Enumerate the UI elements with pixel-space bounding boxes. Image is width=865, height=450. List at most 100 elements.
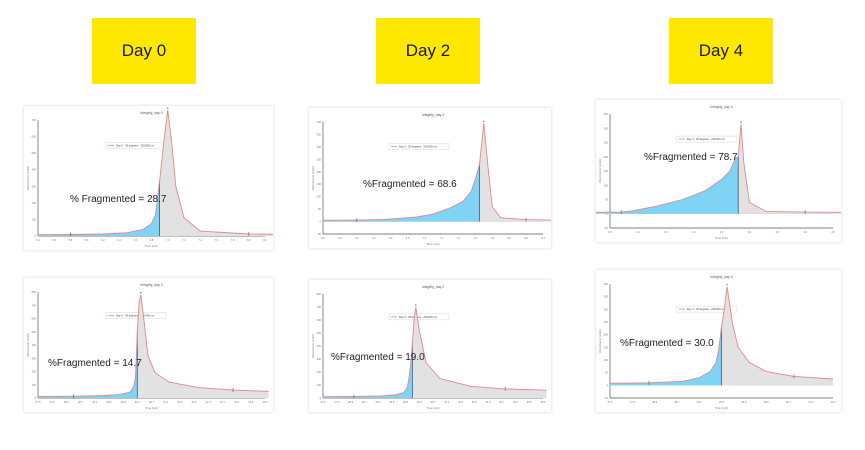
y-tick-label: 600 xyxy=(32,135,37,139)
y-tick-label: 200 xyxy=(32,201,37,205)
x-tick-label: 30.3 xyxy=(764,400,770,404)
x-tick-label: 0.5 xyxy=(608,230,612,234)
day-label-2: Day 2 xyxy=(376,18,480,84)
x-tick-label: 27.5 xyxy=(320,400,326,404)
x-tick-label: 27.9 xyxy=(334,400,340,404)
x-tick-label: 27.5 xyxy=(35,400,41,404)
x-tick-label: 31.5 xyxy=(177,400,183,404)
x-tick-label: 5.8 xyxy=(321,236,325,240)
chart-svg: 27.5 27.9 28.3 28.7 29.1 29.5 29.9 30.3 30.7 31.1… xyxy=(598,275,836,410)
x-tick-label: 6.8 xyxy=(150,238,154,242)
x-tick-label: 31.5 xyxy=(458,400,464,404)
y-tick-label: 400 xyxy=(32,343,37,347)
y-tick-label: 250 xyxy=(317,157,322,161)
x-tick-label: 31.9 xyxy=(472,400,478,404)
x-tick-label: 29.5 xyxy=(389,400,395,404)
fragment-area xyxy=(38,181,160,236)
y-tick-label: -50 xyxy=(604,226,608,230)
chart-title: Integrity_day 0 xyxy=(140,111,162,115)
chart-title: Integrity_day 4 xyxy=(710,105,732,109)
x-axis-label: Time (min) xyxy=(145,244,158,248)
x-tick-label: 29.1 xyxy=(375,400,381,404)
y-tick-label: 300 xyxy=(604,126,609,130)
legend-box xyxy=(676,135,738,143)
y-axis-label: Absorbance (mAU) xyxy=(598,329,602,353)
chart-svg: 5.8 6.0 6.2 6.4 6.6 6.8 7.0 7.2 7.4 7.6 7.8 8.0 8.2 8… xyxy=(311,113,551,246)
x-tick-label: 32.3 xyxy=(206,400,212,404)
chromatogram-day2-bottom: 27.5 27.9 28.3 28.7 29.1 29.5 29.9 30.3 30.7 31.1… xyxy=(309,280,551,412)
x-tick-label: 29.9 xyxy=(741,400,747,404)
y-tick-label: 300 xyxy=(32,184,37,188)
main-peak-area xyxy=(479,123,551,222)
x-tick-label: 7.0 xyxy=(166,238,170,242)
trace-line xyxy=(37,294,269,397)
fragmented-label: %Fragmented = 78.7 xyxy=(644,152,738,163)
x-tick-label: 33.1 xyxy=(234,400,240,404)
x-tick-label: 31.5 xyxy=(830,400,836,404)
legend-box xyxy=(388,313,450,321)
x-tick-label: 27.5 xyxy=(607,400,613,404)
y-axis-label: Absorbance (mAU) xyxy=(311,334,315,358)
legend-box xyxy=(105,312,167,319)
x-tick-label: 29.9 xyxy=(121,400,127,404)
main-peak-area xyxy=(412,307,547,398)
peak-marker xyxy=(140,291,142,294)
y-tick-label: 50 xyxy=(605,371,608,375)
x-tick-label: 5.6 xyxy=(52,238,56,242)
x-tick-label: 8.2 xyxy=(524,236,528,240)
y-tick-label: 300 xyxy=(317,145,322,149)
x-tick-label: 2.5 xyxy=(720,230,724,234)
trace-line xyxy=(322,306,547,398)
x-tick-label: 30.3 xyxy=(135,400,141,404)
y-tick-label: 400 xyxy=(317,344,322,348)
legend-label: Day 0 - 35 degrees - 220/260 nm xyxy=(116,144,154,148)
x-tick-label: 3.0 xyxy=(748,230,752,234)
legend-label: Day 4 - 35 degrees - 220/260 nm xyxy=(687,137,725,141)
x-tick-label: 28.7 xyxy=(362,400,368,404)
y-tick-label: 400 xyxy=(317,120,322,124)
y-tick-label: 200 xyxy=(604,333,609,337)
main-peak-area xyxy=(159,110,273,236)
x-tick-label: 31.1 xyxy=(444,400,450,404)
y-tick-label: 500 xyxy=(32,151,37,155)
x-tick-label: 28.7 xyxy=(78,400,84,404)
chart-title: Integrity_day 0 xyxy=(140,283,162,287)
trace-line xyxy=(322,123,551,221)
y-tick-label: 400 xyxy=(32,168,37,172)
y-axis-label: Absorbance (mAU) xyxy=(598,159,602,183)
x-tick-label: 32.3 xyxy=(485,400,491,404)
y-tick-label: 400 xyxy=(604,282,609,286)
chart-svg: 5.4 5.6 5.8 6.0 6.2 6.4 6.6 6.8 7.0 7.2 7.4 7.6 7.8 8… xyxy=(26,107,273,248)
x-tick-label: 30.7 xyxy=(430,400,436,404)
fragment-area xyxy=(596,156,739,214)
x-tick-label: 7.2 xyxy=(440,236,444,240)
x-tick-label: 28.3 xyxy=(348,400,354,404)
trace-line xyxy=(37,110,273,236)
chromatogram-day2-top: 5.8 6.0 6.2 6.4 6.6 6.8 7.0 7.2 7.4 7.6 7.8 8.0 8.2 8… xyxy=(309,108,551,248)
y-tick-label: 50 xyxy=(605,198,608,202)
x-tick-label: 7.4 xyxy=(457,236,461,240)
x-tick-label: 6.6 xyxy=(389,236,393,240)
x-tick-label: 27.9 xyxy=(630,400,636,404)
y-tick-label: 700 xyxy=(32,303,37,307)
y-tick-label: 0 xyxy=(320,220,322,224)
x-tick-label: 33.9 xyxy=(540,400,546,404)
y-axis-label: Absorbance (mAU) xyxy=(311,166,315,190)
x-tick-label: 28.3 xyxy=(64,400,70,404)
x-tick-label: 8.2 xyxy=(263,238,267,242)
y-axis-label: Absorbance (mAU) xyxy=(26,333,30,357)
x-tick-label: 33.9 xyxy=(262,400,268,404)
chart-title: Integrity_day 4 xyxy=(710,275,732,279)
y-tick-label: 500 xyxy=(32,330,37,334)
peak-marker xyxy=(482,120,485,123)
x-tick-label: 6.8 xyxy=(406,236,410,240)
x-tick-label: 8.0 xyxy=(247,238,251,242)
day-label-0: Day 0 xyxy=(92,18,196,84)
x-tick-label: 7.6 xyxy=(215,238,219,242)
chart-svg: 27.5 27.9 28.3 28.7 29.1 29.5 29.9 30.3 30.7 31.1… xyxy=(311,285,547,410)
legend-label: Day 2 - 35 degrees - 220/260 nm xyxy=(399,145,437,149)
y-tick-label: 100 xyxy=(604,358,609,362)
main-peak-area xyxy=(738,123,841,214)
x-tick-label: 5.4 xyxy=(36,238,40,242)
legend-box xyxy=(388,143,450,150)
